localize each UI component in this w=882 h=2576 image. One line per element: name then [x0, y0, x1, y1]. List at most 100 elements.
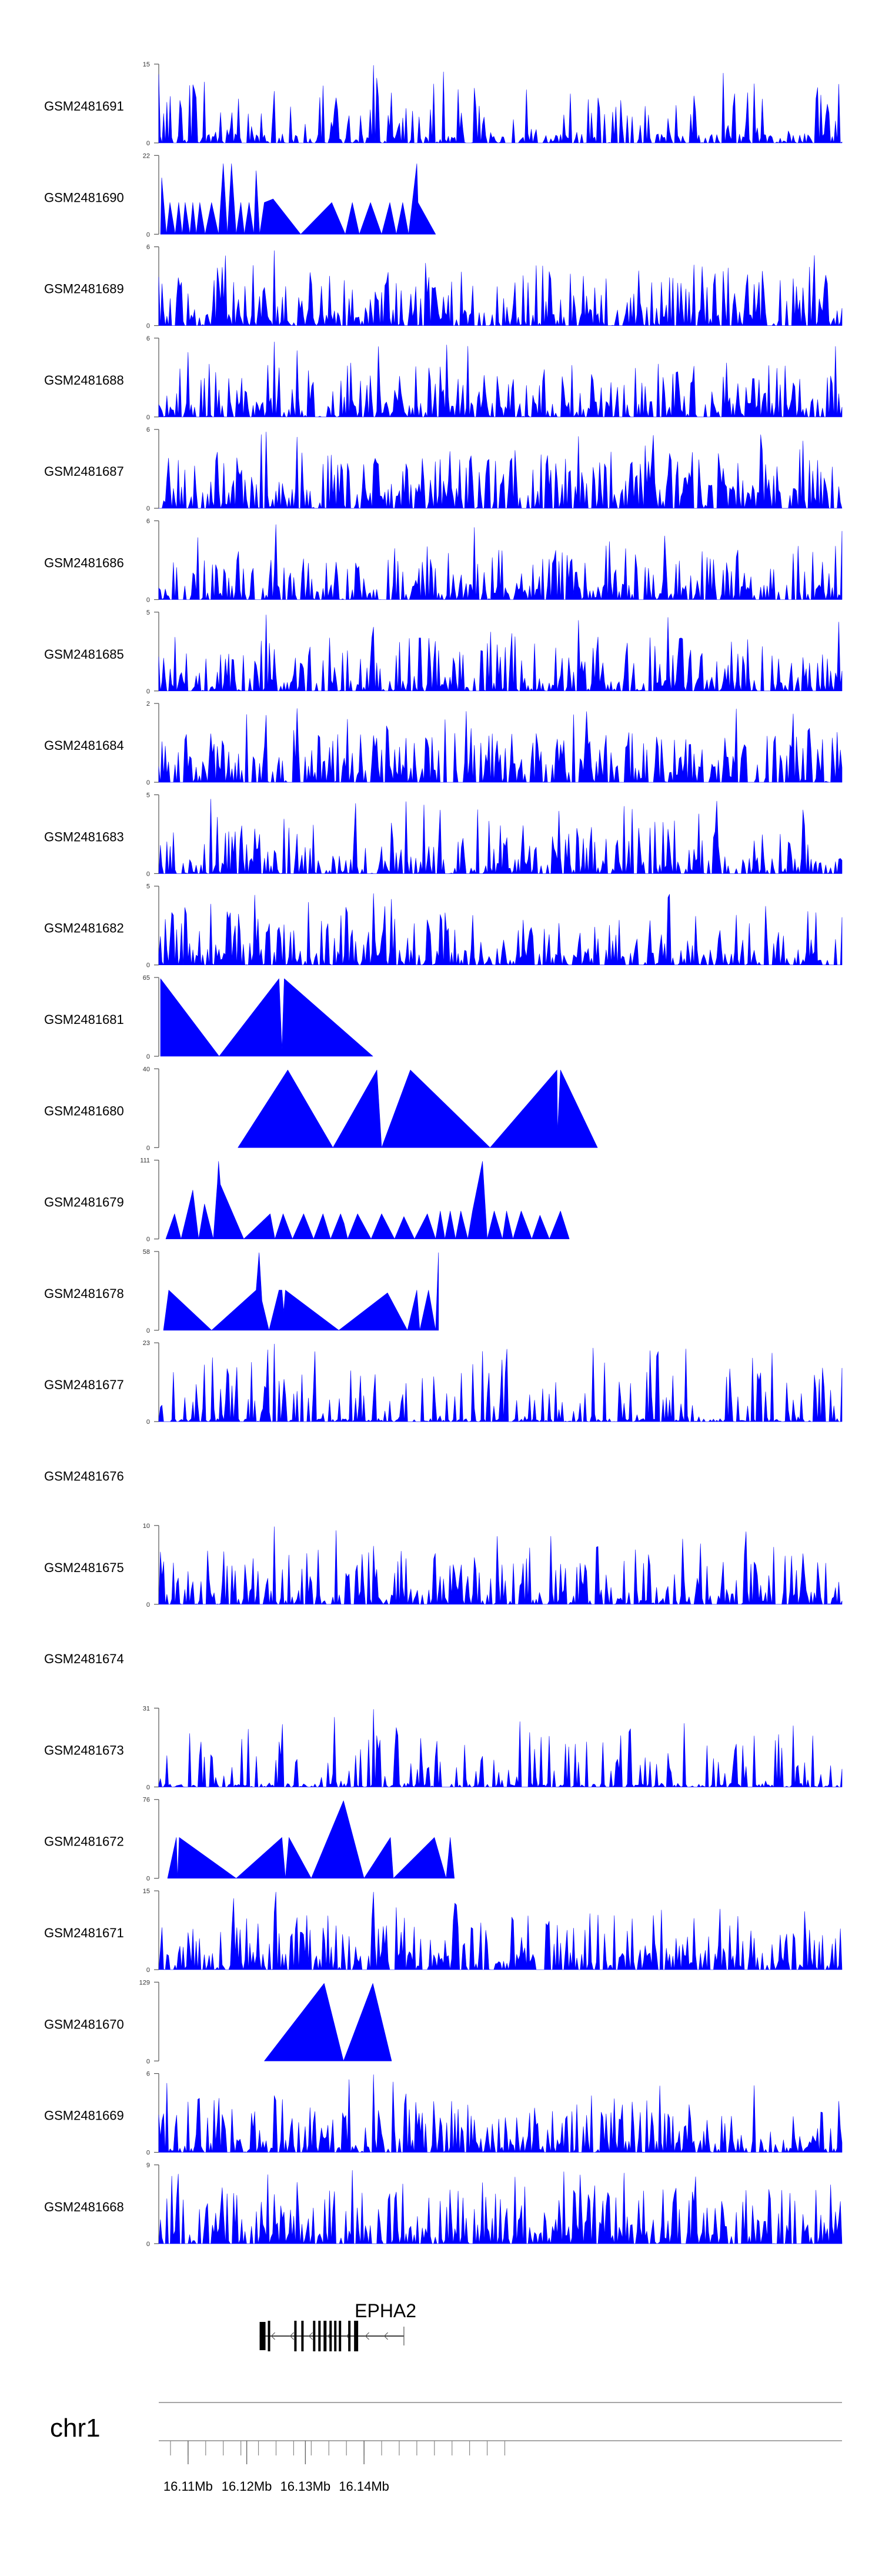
track-ymax-label: 5	[146, 792, 150, 799]
track-ymax-label: 23	[143, 1340, 150, 1347]
track-ymax-label: 65	[143, 975, 150, 982]
track-ymin-label: 0	[146, 962, 150, 969]
track-ymax-label: 2	[146, 700, 150, 708]
exon-block	[318, 2321, 321, 2351]
exon-block	[301, 2321, 304, 2351]
track-GSM2481688: GSM2481688 6 0	[44, 335, 843, 421]
signal-area	[158, 2074, 843, 2153]
exon-block	[339, 2321, 342, 2351]
track-GSM2481673: GSM2481673 31 0	[44, 1705, 843, 1791]
track-ymax-label: 31	[143, 1705, 150, 1712]
signal-area	[158, 432, 843, 509]
track-GSM2481689: GSM2481689 6 0	[44, 244, 843, 330]
track-GSM2481677: GSM2481677 23 0	[44, 1340, 843, 1426]
track-ymin-label: 0	[146, 2058, 150, 2065]
strand-arrow	[365, 2332, 369, 2340]
track-ymax-label: 6	[146, 244, 150, 251]
exon-block	[323, 2321, 327, 2351]
track-label: GSM2481691	[44, 99, 124, 114]
axis-tick-label: 16.13Mb	[280, 2479, 331, 2494]
exon-block	[354, 2321, 359, 2351]
axis-tick-label: 16.12Mb	[222, 2479, 272, 2494]
signal-area	[160, 978, 373, 1057]
track-label: GSM2481684	[44, 738, 124, 753]
track-label: GSM2481690	[44, 190, 124, 205]
track-label: GSM2481689	[44, 282, 124, 296]
track-GSM2481691: GSM2481691 15 0	[44, 61, 843, 147]
track-label: GSM2481678	[44, 1286, 124, 1301]
signal-area	[158, 893, 843, 965]
track-label: GSM2481669	[44, 2108, 124, 2123]
track-label: GSM2481671	[44, 1926, 124, 1940]
signal-area	[158, 1709, 843, 1787]
track-ymin-label: 0	[146, 2241, 150, 2248]
signal-area	[158, 799, 843, 874]
axis-tick-label: 16.14Mb	[339, 2479, 389, 2494]
data-tracks: GSM2481691150GSM2481690220GSM248168960GS…	[44, 61, 843, 2248]
signal-area	[264, 1983, 392, 2061]
track-label: GSM2481674	[44, 1651, 124, 1666]
exon-block	[313, 2321, 316, 2351]
track-GSM2481674: GSM2481674	[44, 1651, 124, 1666]
track-ymax-label: 40	[143, 1066, 150, 1073]
track-ymin-label: 0	[146, 1327, 150, 1334]
track-GSM2481680: GSM2481680 40 0	[44, 1066, 598, 1152]
signal-area	[158, 708, 843, 783]
track-GSM2481683: GSM2481683 5 0	[44, 792, 843, 877]
track-GSM2481669: GSM2481669 6 0	[44, 2071, 843, 2157]
signal-area	[158, 615, 843, 692]
track-ymax-label: 6	[146, 335, 150, 342]
signal-area	[165, 1161, 570, 1239]
signal-area	[163, 1252, 439, 1331]
exon-block	[329, 2321, 332, 2351]
track-ymin-label: 0	[146, 140, 150, 147]
exon-block	[268, 2321, 270, 2351]
track-GSM2481686: GSM2481686 6 0	[44, 518, 843, 604]
track-label: GSM2481676	[44, 1469, 124, 1484]
track-ymin-label: 0	[146, 505, 150, 512]
track-ymax-label: 5	[146, 609, 150, 616]
track-label: GSM2481683	[44, 829, 124, 844]
track-ymin-label: 0	[146, 1876, 150, 1883]
track-label: GSM2481687	[44, 464, 124, 479]
signal-area	[158, 1526, 843, 1605]
track-ymax-label: 111	[140, 1157, 150, 1164]
track-ymax-label: 9	[146, 2162, 150, 2169]
track-GSM2481682: GSM2481682 5 0	[44, 883, 843, 969]
track-label: GSM2481668	[44, 2200, 124, 2214]
track-GSM2481684: GSM2481684 2 0	[44, 700, 843, 786]
track-label: GSM2481679	[44, 1195, 124, 1210]
gene-name-label: EPHA2	[355, 2300, 416, 2321]
track-ymax-label: 76	[143, 1797, 150, 1804]
exon-block	[259, 2322, 266, 2350]
track-label: GSM2481677	[44, 1377, 124, 1392]
signal-area	[158, 250, 843, 326]
signal-area	[158, 1343, 843, 1422]
exon-block	[294, 2321, 297, 2351]
track-GSM2481668: GSM2481668 9 0	[44, 2162, 843, 2248]
axis-tick-label: 16.11Mb	[163, 2479, 213, 2494]
track-ymin-label: 0	[146, 323, 150, 330]
genome-axis: chr1 16.11Mb 16.12Mb 16.13Mb 16.14Mb	[50, 2402, 842, 2494]
track-ymin-label: 0	[146, 1967, 150, 1974]
exon-block	[348, 2321, 351, 2351]
track-ymax-label: 5	[146, 883, 150, 890]
track-GSM2481690: GSM2481690 22 0	[44, 152, 436, 238]
signal-area	[158, 1891, 843, 1970]
track-label: GSM2481675	[44, 1560, 124, 1575]
strand-arrow	[308, 2332, 313, 2340]
track-ymin-label: 0	[146, 1144, 150, 1152]
track-GSM2481670: GSM2481670 129 0	[44, 1979, 392, 2065]
track-ymin-label: 0	[146, 1601, 150, 1609]
track-GSM2481672: GSM2481672 76 0	[44, 1797, 455, 1883]
track-label: GSM2481682	[44, 921, 124, 936]
track-GSM2481676: GSM2481676	[44, 1469, 124, 1484]
track-GSM2481671: GSM2481671 15 0	[44, 1888, 843, 1974]
track-ymax-label: 129	[139, 1979, 150, 1986]
track-ymax-label: 22	[143, 152, 150, 159]
signal-area	[158, 65, 843, 144]
track-GSM2481681: GSM2481681 65 0	[44, 975, 373, 1060]
track-label: GSM2481685	[44, 647, 124, 662]
track-ymax-label: 6	[146, 2071, 150, 2078]
